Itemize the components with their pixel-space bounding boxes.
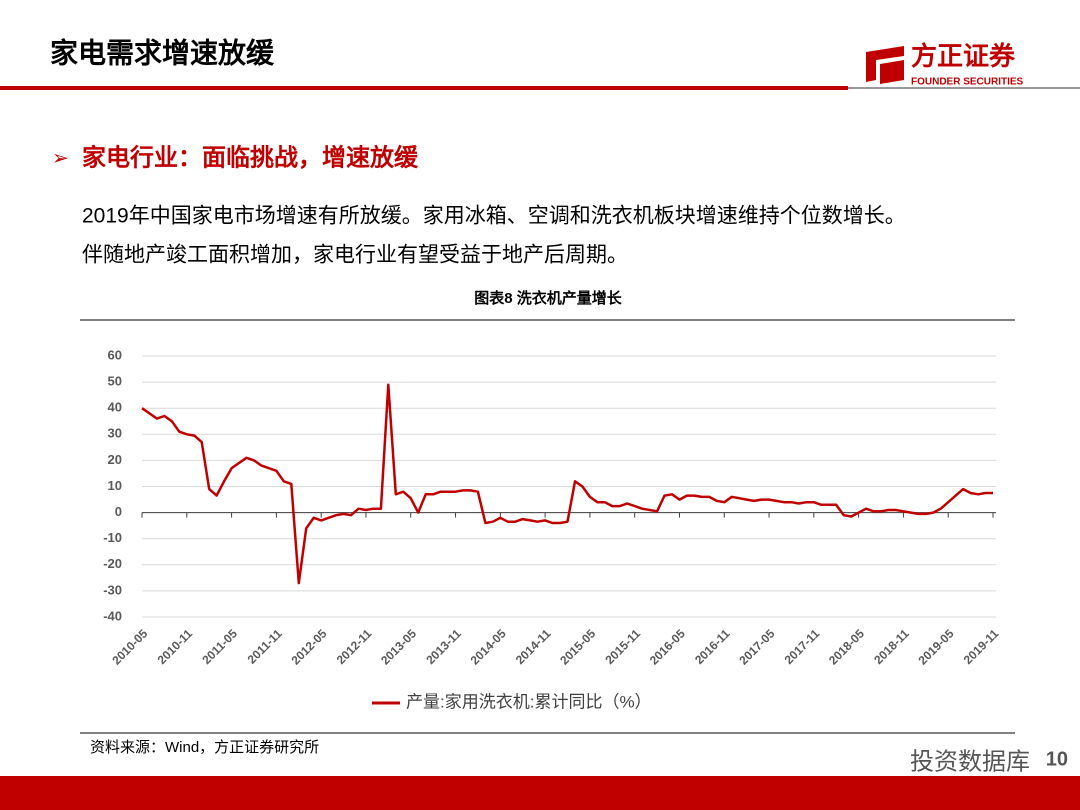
logo-sub: FOUNDER SECURITIES: [911, 77, 1024, 88]
header-rule-gray: [848, 87, 1080, 89]
x-tick-label: 2017-11: [782, 626, 823, 667]
y-tick-label: -30: [103, 582, 122, 597]
x-tick-label: 2012-11: [334, 626, 375, 667]
y-tick-label: -20: [103, 556, 122, 571]
data-line: [141, 383, 993, 585]
x-tick-label: 2019-05: [916, 626, 957, 667]
x-tick-label: 2016-05: [647, 626, 688, 667]
section-heading: 家电行业：面临挑战，增速放缓: [82, 143, 419, 171]
y-tick-label: 0: [115, 504, 122, 519]
y-tick-label: 60: [108, 347, 122, 362]
source-note: 资料来源：Wind，方正证券研究所: [90, 739, 319, 756]
paragraph-line: 伴随地产竣工面积增加，家电行业有望受益于地产后周期。: [82, 244, 628, 267]
x-tick-label: 2012-05: [288, 626, 329, 667]
x-tick-label: 2010-05: [109, 626, 150, 667]
y-tick-label: -10: [103, 530, 122, 545]
x-tick-label: 2011-11: [245, 626, 285, 666]
x-tick-label: 2018-05: [826, 626, 867, 667]
slide-title: 家电需求增速放缓: [50, 36, 275, 68]
y-tick-label: 10: [108, 478, 122, 493]
x-tick-label: 2015-11: [602, 626, 643, 667]
y-tick-label: 30: [108, 426, 122, 441]
x-tick-label: 2013-11: [423, 626, 464, 667]
legend-label: 产量:家用洗衣机:累计同比（%）: [406, 692, 652, 711]
x-tick-label: 2014-05: [468, 626, 509, 667]
x-tick-label: 2010-11: [155, 626, 196, 667]
x-tick-label: 2015-05: [557, 626, 598, 667]
y-tick-label: -40: [103, 608, 122, 623]
y-tick-label: 20: [108, 452, 122, 467]
y-tick-label: 40: [108, 400, 122, 415]
page-number: 10: [1046, 748, 1068, 770]
x-tick-label: 2011-05: [199, 626, 240, 667]
logo-name: 方正证券: [911, 41, 1016, 71]
logo-mark: [866, 46, 904, 84]
x-tick-label: 2016-11: [692, 626, 733, 667]
bullet-arrow: ➢: [52, 147, 69, 169]
x-tick-label: 2013-05: [378, 626, 419, 667]
watermark: 投资数据库: [910, 748, 1030, 775]
x-tick-label: 2018-11: [871, 626, 912, 667]
chart-title: 图表8 洗衣机产量增长: [474, 289, 623, 307]
x-tick-label: 2017-05: [736, 626, 777, 667]
paragraph-line: 2019年中国家电市场增速有所放缓。家用冰箱、空调和洗衣机板块增速维持个位数增长…: [82, 205, 906, 228]
y-tick-label: 50: [108, 374, 122, 389]
header-rule: [0, 86, 848, 90]
x-tick-label: 2014-11: [513, 626, 554, 667]
footer-band: [0, 776, 1080, 810]
x-tick-label: 2019-11: [961, 626, 1002, 667]
